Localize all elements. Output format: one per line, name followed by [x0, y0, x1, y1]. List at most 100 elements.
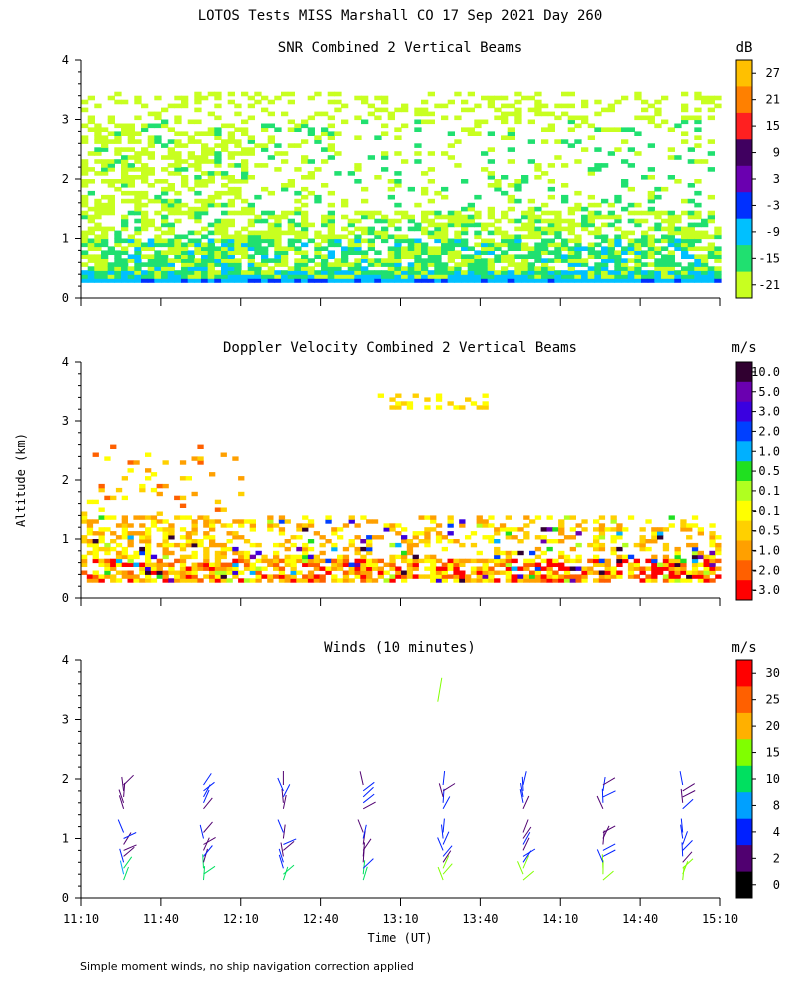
doppler-cell	[610, 515, 617, 520]
doppler-cell	[645, 574, 652, 579]
doppler-cell	[552, 558, 559, 564]
snr-cell	[547, 186, 555, 192]
snr-cell	[694, 278, 702, 283]
snr-cell	[441, 238, 449, 244]
snr-cell	[94, 147, 102, 152]
snr-cell	[161, 266, 169, 271]
doppler-cell	[401, 401, 408, 406]
snr-cell	[694, 258, 702, 263]
snr-cell	[187, 186, 195, 192]
doppler-cell	[430, 519, 437, 524]
snr-cell	[121, 171, 129, 176]
doppler-ytick-label: 4	[62, 355, 69, 369]
snr-cell	[154, 95, 162, 101]
snr-cell	[201, 143, 209, 148]
snr-cell	[307, 95, 315, 101]
snr-cell	[647, 206, 655, 212]
snr-cell	[567, 119, 575, 125]
snr-cell	[401, 266, 409, 271]
snr-cell	[341, 103, 349, 109]
snr-cell	[534, 167, 542, 172]
snr-cell	[247, 175, 255, 180]
snr-cell	[267, 226, 275, 232]
snr-cell	[161, 143, 169, 148]
snr-cell	[514, 226, 522, 232]
doppler-cell	[197, 460, 204, 465]
snr-cell	[687, 230, 695, 236]
doppler-cell	[691, 566, 699, 571]
doppler-cell	[278, 527, 286, 532]
snr-cell	[387, 266, 395, 271]
doppler-cell	[278, 558, 286, 564]
snr-cell	[341, 202, 349, 208]
snr-cell	[514, 246, 522, 251]
snr-colorbar-label: -9	[766, 225, 780, 239]
snr-cell	[194, 250, 202, 255]
snr-cell	[114, 266, 122, 271]
snr-cell	[121, 179, 129, 184]
snr-cell	[221, 218, 229, 224]
snr-cell	[627, 278, 635, 283]
snr-cell	[661, 262, 669, 267]
snr-cell	[81, 230, 89, 236]
snr-cell	[554, 214, 562, 220]
snr-cell	[121, 222, 129, 228]
doppler-cell	[616, 554, 623, 560]
snr-cell	[567, 226, 575, 232]
doppler-cell	[296, 523, 303, 528]
doppler-cell	[581, 574, 588, 579]
snr-cell	[181, 95, 189, 101]
snr-cell	[441, 274, 449, 279]
snr-cell	[394, 258, 402, 263]
doppler-cell	[302, 550, 309, 556]
snr-cell	[161, 179, 169, 184]
snr-cell	[554, 250, 562, 255]
doppler-cell	[593, 546, 600, 552]
snr-cell	[541, 230, 549, 236]
snr-cell	[367, 242, 375, 248]
doppler-cell	[651, 554, 658, 560]
snr-cell	[201, 250, 209, 255]
doppler-cell	[197, 456, 204, 461]
snr-cell	[554, 230, 562, 236]
doppler-cell	[243, 519, 251, 524]
snr-cell	[274, 230, 282, 236]
doppler-cell	[546, 574, 553, 579]
doppler-cell	[162, 531, 169, 536]
doppler-cell	[337, 566, 344, 571]
wind-barb	[682, 831, 688, 845]
snr-cell	[634, 131, 642, 136]
snr-cell	[467, 262, 475, 267]
snr-colorbar-label: 9	[773, 146, 780, 160]
snr-cell	[201, 95, 209, 101]
snr-cell	[521, 175, 529, 180]
snr-cell	[681, 274, 689, 279]
doppler-cell	[453, 558, 460, 564]
wind-barb	[522, 855, 530, 869]
snr-cell	[561, 103, 569, 109]
doppler-cell	[307, 519, 315, 524]
snr-cell	[327, 210, 335, 216]
snr-cell	[214, 143, 222, 148]
snr-cell	[534, 163, 542, 168]
snr-cell	[334, 107, 342, 113]
snr-cell	[114, 131, 122, 136]
doppler-cell	[499, 550, 507, 556]
snr-cell	[334, 171, 342, 176]
snr-cell	[114, 91, 122, 97]
snr-cell	[487, 250, 495, 255]
snr-cell	[567, 250, 575, 255]
snr-cell	[554, 254, 562, 259]
snr-cell	[94, 278, 102, 283]
doppler-cell	[290, 562, 297, 567]
doppler-cell	[191, 554, 198, 560]
doppler-cell	[342, 546, 350, 552]
xtick-label: 12:40	[303, 912, 339, 926]
snr-cell	[267, 139, 275, 144]
snr-cell	[487, 103, 495, 109]
snr-cell	[501, 258, 509, 263]
panel-snr: SNR Combined 2 Vertical Beams01234272115…	[62, 40, 780, 306]
doppler-cell	[86, 531, 94, 536]
snr-cell	[694, 262, 702, 267]
snr-cell	[81, 135, 89, 140]
